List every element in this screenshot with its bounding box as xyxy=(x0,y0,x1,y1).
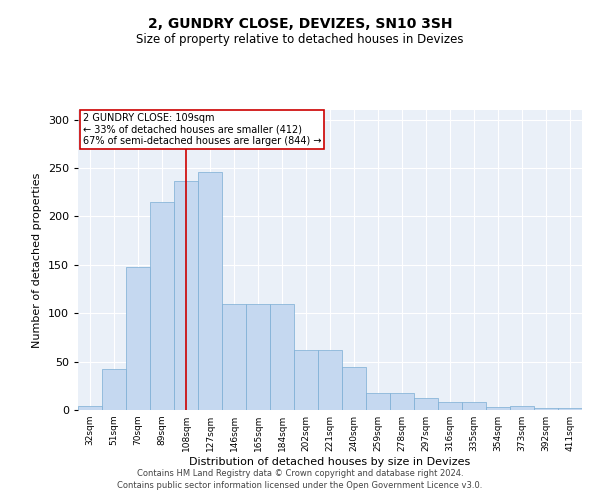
Text: 2 GUNDRY CLOSE: 109sqm
← 33% of detached houses are smaller (412)
67% of semi-de: 2 GUNDRY CLOSE: 109sqm ← 33% of detached… xyxy=(83,113,322,146)
Bar xyxy=(318,350,342,410)
X-axis label: Distribution of detached houses by size in Devizes: Distribution of detached houses by size … xyxy=(190,457,470,467)
Text: Contains HM Land Registry data © Crown copyright and database right 2024.: Contains HM Land Registry data © Crown c… xyxy=(137,468,463,477)
Bar xyxy=(198,172,222,410)
Bar xyxy=(246,304,270,410)
Bar xyxy=(174,180,198,410)
Bar xyxy=(390,392,414,410)
Bar xyxy=(270,304,294,410)
Bar xyxy=(510,406,534,410)
Bar xyxy=(534,408,558,410)
Bar xyxy=(558,408,582,410)
Bar xyxy=(294,350,318,410)
Bar xyxy=(486,407,510,410)
Bar xyxy=(414,398,438,410)
Bar xyxy=(366,392,390,410)
Text: 2, GUNDRY CLOSE, DEVIZES, SN10 3SH: 2, GUNDRY CLOSE, DEVIZES, SN10 3SH xyxy=(148,18,452,32)
Text: Contains public sector information licensed under the Open Government Licence v3: Contains public sector information licen… xyxy=(118,481,482,490)
Bar xyxy=(126,267,150,410)
Bar xyxy=(438,402,462,410)
Bar xyxy=(102,370,126,410)
Bar xyxy=(78,406,102,410)
Bar xyxy=(222,304,246,410)
Bar xyxy=(150,202,174,410)
Text: Size of property relative to detached houses in Devizes: Size of property relative to detached ho… xyxy=(136,32,464,46)
Y-axis label: Number of detached properties: Number of detached properties xyxy=(32,172,42,348)
Bar xyxy=(462,402,486,410)
Bar xyxy=(342,368,366,410)
